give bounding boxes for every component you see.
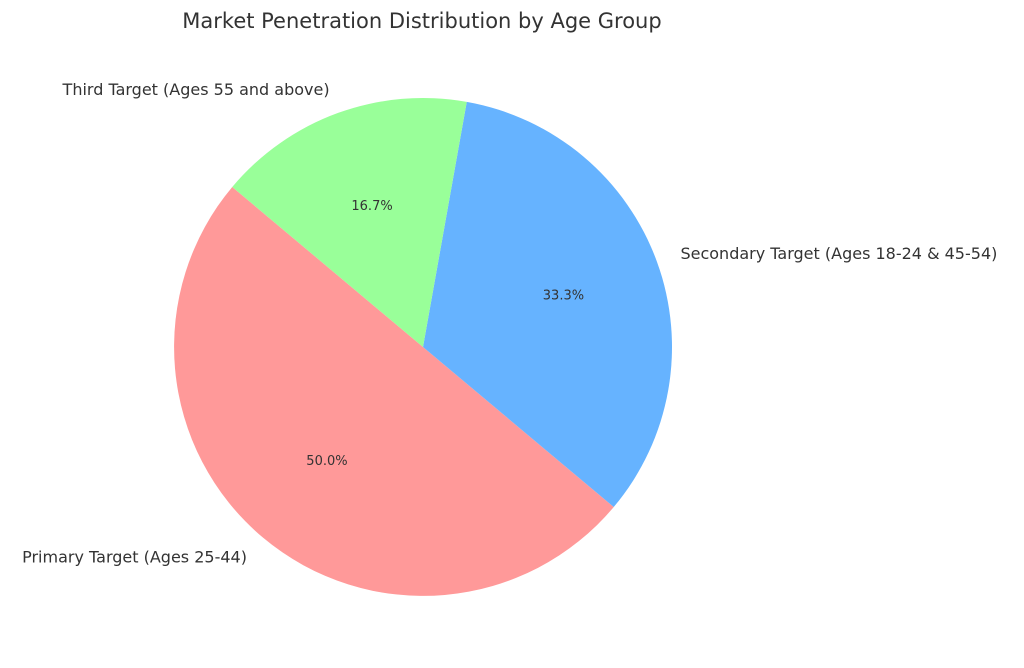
pie-slice-label-2: Third Target (Ages 55 and above) [62,80,330,99]
pie-slice-2 [232,97,467,347]
pie-slice-1 [423,101,672,508]
pie-percent-labels: 50.0% 33.3% 16.7% [306,199,584,469]
chart-title: Market Penetration Distribution by Age G… [182,9,661,33]
pie-slice-labels: Primary Target (Ages 25-44) Secondary Tar… [22,80,997,566]
pie-slice-percent-2: 16.7% [351,199,392,214]
pie-slice-percent-0: 50.0% [306,454,347,469]
pie-slices [174,97,672,596]
pie-slice-label-1: Secondary Target (Ages 18-24 & 45-54) [680,244,997,263]
pie-slice-percent-1: 33.3% [543,289,584,304]
pie-slice-0 [174,186,614,596]
pie-slice-label-0: Primary Target (Ages 25-44) [22,547,247,566]
